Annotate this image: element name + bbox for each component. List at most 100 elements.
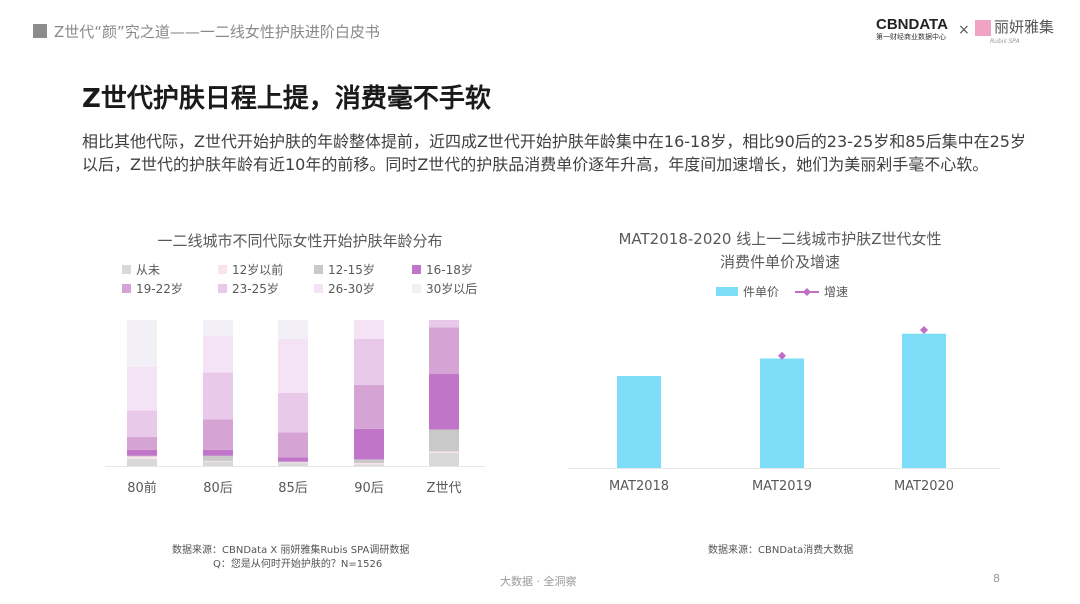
legend-label: 增速 [824,285,849,299]
stacked-bar-segment [278,432,308,458]
unit-price-bar [902,333,946,468]
legend-swatch [314,284,323,293]
stacked-bar-segment [203,461,233,466]
stacked-bar-segment [278,457,308,462]
diamond-line-icon [795,287,819,296]
stacked-bar-segment [278,338,308,393]
page-number: 8 [993,572,1000,585]
stacked-bar-segment [127,456,157,459]
legend-label: 从未 [136,263,161,277]
stacked-bar-segment [203,372,233,420]
slide-body: 相比其他代际，Z世代开始护肤的年龄整体提前，近四成Z世代开始护肤年龄集中在16-… [82,132,1026,174]
legend-item: 12岁以前 [218,261,283,278]
stacked-bar-segment [278,320,308,339]
growth-marker [778,351,786,360]
stacked-bar-segment [203,419,233,450]
legend-label: 23-25岁 [232,282,279,296]
cbndata-logo: CBNDATA 第一财经商业数据中心 [876,16,952,42]
legend-item: 19-22岁 [122,280,183,297]
partner-logo-icon [975,20,991,36]
logo-separator: × [958,22,970,38]
partner-logo-sub: Rubis SPA [990,38,1020,45]
legend-label: 26-30岁 [328,282,375,296]
stacked-bar-segment [278,461,308,463]
stacked-bar-segment [127,458,157,466]
stacked-bar-segment [127,320,157,367]
stacked-bar-segment [127,366,157,411]
legend-label: 件单价 [743,285,780,299]
x-tick-label: MAT2018 [608,479,670,494]
legend-item-growth: 增速 [795,283,848,300]
right-source: 数据来源：CBNData消费大数据 [708,545,854,556]
stacked-bar-segment [127,449,157,456]
stacked-bar-segment [354,338,384,385]
stacked-bar-segment [203,460,233,462]
stacked-bar-segment [203,336,233,373]
legend-label: 12-15岁 [328,263,375,277]
legend-swatch [218,284,227,293]
legend-item-unit-price: 件单价 [716,283,779,300]
stacked-bar-segment [354,428,384,460]
legend-label: 19-22岁 [136,282,183,296]
x-tick-label: 90后 [354,481,384,496]
x-tick-label: MAT2019 [751,479,813,494]
legend-item: 30岁以后 [412,280,477,297]
stacked-bar-segment [278,462,308,464]
stacked-bar-segment [127,436,157,450]
left-chart-title: 一二线城市不同代际女性开始护肤年龄分布 [157,232,443,250]
legend-item: 从未 [122,261,160,278]
right-chart-title-line2: 消费件单价及增速 [719,253,840,271]
stacked-bar-segment [203,320,233,337]
partner-logo-text: 丽妍雅集 [994,18,1055,36]
footer-slogan: 大数据 · 全洞察 [500,575,577,588]
stacked-bar-segment [203,455,233,461]
legend-item: 26-30岁 [314,280,375,297]
stacked-bar-segment [203,449,233,456]
x-tick-label: 80前 [127,481,157,496]
legend-swatch [218,265,227,274]
stacked-bar-segment [127,410,157,437]
stacked-bar-segment [278,463,308,466]
stacked-bar-segment [354,463,384,465]
legend-swatch [412,265,421,274]
unit-price-bar [760,358,804,468]
x-tick-label: 80后 [203,481,233,496]
legend-item: 16-18岁 [412,261,473,278]
stacked-bar-segment [354,384,384,429]
legend-swatch [412,284,421,293]
slide-title: Z世代护肤日程上提，消费毫不手软 [82,84,491,114]
legend-label: 12岁以前 [232,263,284,277]
x-tick-label: MAT2020 [893,479,955,494]
stacked-bar-segment [429,320,459,328]
stacked-bar-segment [354,459,384,464]
legend-item: 12-15岁 [314,261,375,278]
x-tick-label: Z世代 [426,481,462,496]
right-chart-title: MAT2018-2020 线上一二线城市护肤Z世代女性 消费件单价及增速 [560,228,1000,274]
cbndata-logo-text: CBNDATA [876,16,948,33]
unit-price-bar [617,376,661,468]
legend-label: 16-18岁 [426,263,473,277]
cbndata-logo-sub: 第一财经商业数据中心 [876,33,946,41]
stacked-bar-segment [354,320,384,339]
legend-swatch [122,284,131,293]
left-source: 数据来源：CBNData X 丽妍雅集Rubis SPA调研数据 [172,545,410,556]
stacked-bar-segment [278,393,308,433]
stacked-bar-segment [127,455,157,457]
stacked-bar-segment [429,452,459,466]
legend-label: 30岁以后 [426,282,478,296]
stacked-bar-segment [429,429,459,452]
legend-swatch [716,287,738,296]
legend-swatch [122,265,131,274]
report-title: Z世代“颜”究之道——一二线女性护肤进阶白皮书 [54,23,380,41]
legend-item: 23-25岁 [218,280,279,297]
x-tick-label: 85后 [278,481,308,496]
stacked-bar-segment [354,464,384,466]
growth-marker [920,326,928,334]
left-question: Q：您是从何时开始护肤的？N=1526 [213,559,383,570]
right-chart-title-line1: MAT2018-2020 线上一二线城市护肤Z世代女性 [618,230,942,248]
stacked-bar-segment [429,451,459,453]
legend-swatch [314,265,323,274]
stacked-bar-segment [429,374,459,430]
header-square-icon [33,24,47,38]
